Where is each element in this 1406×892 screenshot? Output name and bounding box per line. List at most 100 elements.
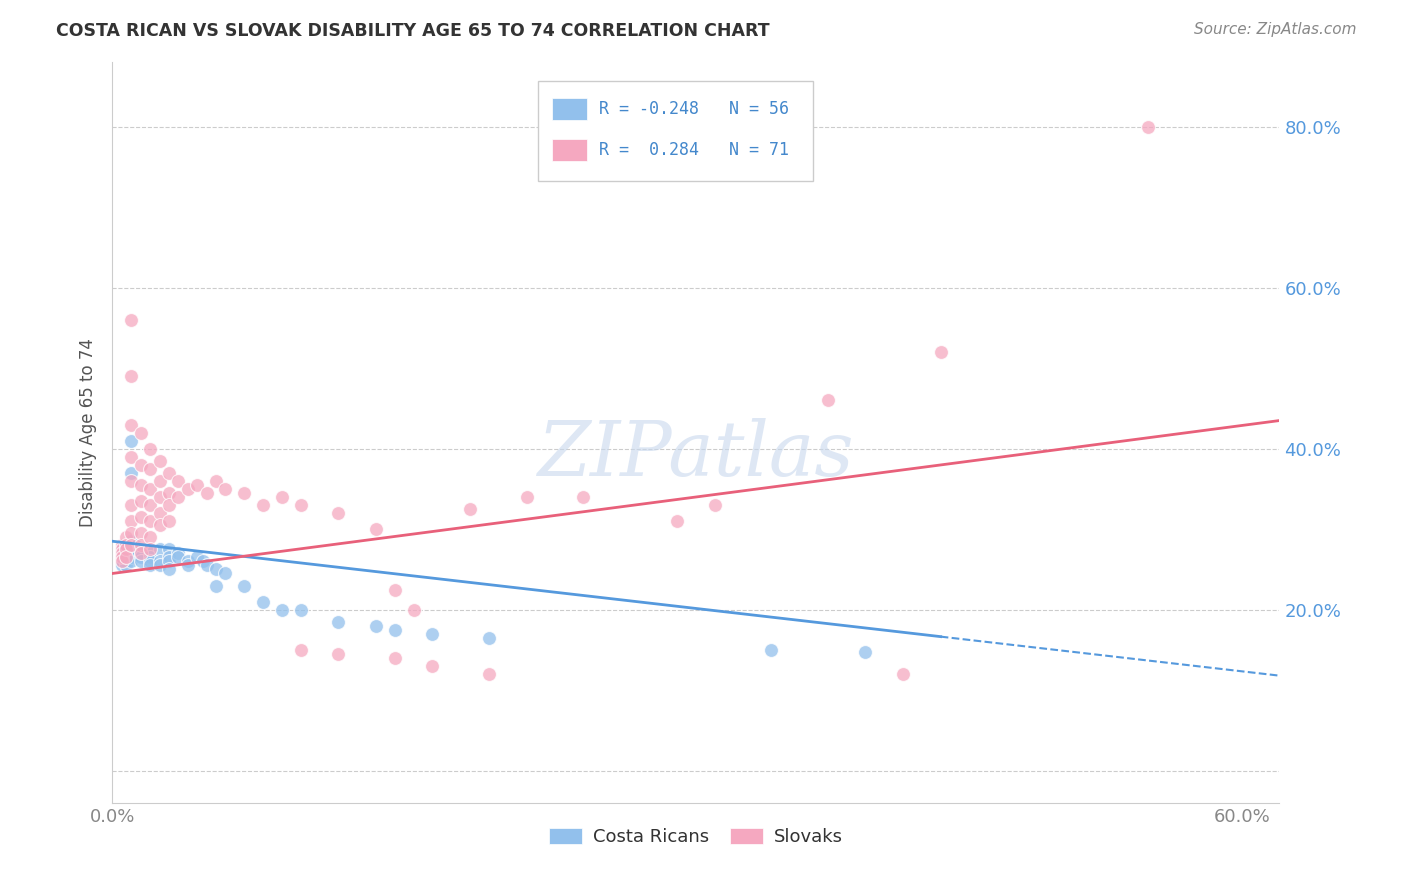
Point	[120, 498, 142, 512]
Point	[422, 627, 444, 641]
Point	[328, 506, 350, 520]
Point	[214, 482, 236, 496]
Point	[129, 458, 152, 472]
Point	[114, 558, 136, 573]
Point	[111, 558, 134, 573]
Point	[114, 542, 136, 557]
Point	[120, 434, 142, 448]
Point	[148, 490, 170, 504]
Point	[148, 506, 170, 520]
Bar	[553, 98, 588, 120]
Point	[157, 466, 180, 480]
Point	[290, 643, 312, 657]
Point	[111, 538, 134, 552]
Point	[402, 602, 425, 616]
Point	[853, 644, 876, 658]
Point	[177, 554, 200, 568]
Point	[111, 550, 134, 565]
Point	[422, 659, 444, 673]
Point	[129, 510, 152, 524]
Point	[120, 526, 142, 541]
Point	[114, 530, 136, 544]
Point	[167, 550, 190, 565]
Point	[478, 631, 501, 645]
Point	[270, 602, 292, 616]
Point	[148, 474, 170, 488]
Point	[120, 538, 142, 552]
Point	[139, 554, 162, 568]
Text: COSTA RICAN VS SLOVAK DISABILITY AGE 65 TO 74 CORRELATION CHART: COSTA RICAN VS SLOVAK DISABILITY AGE 65 …	[56, 22, 770, 40]
Point	[458, 502, 481, 516]
Point	[129, 546, 152, 560]
Point	[139, 442, 162, 456]
Point	[252, 594, 274, 608]
Point	[120, 417, 142, 432]
Point	[761, 643, 783, 657]
Point	[111, 550, 134, 565]
Point	[114, 538, 136, 552]
Point	[139, 530, 162, 544]
Point	[139, 462, 162, 476]
Text: Source: ZipAtlas.com: Source: ZipAtlas.com	[1194, 22, 1357, 37]
Point	[111, 554, 134, 568]
Point	[148, 558, 170, 573]
Legend: Costa Ricans, Slovaks: Costa Ricans, Slovaks	[543, 821, 849, 853]
Point	[120, 450, 142, 464]
Point	[120, 546, 142, 560]
Point	[111, 542, 134, 557]
Point	[124, 538, 146, 552]
Point	[167, 474, 190, 488]
Point	[129, 546, 152, 560]
Point	[195, 558, 218, 573]
Point	[111, 554, 134, 568]
Point	[120, 474, 142, 488]
Point	[120, 466, 142, 480]
Point	[252, 498, 274, 512]
Point	[111, 542, 134, 557]
Point	[129, 494, 152, 508]
Point	[139, 542, 162, 557]
Point	[364, 522, 387, 536]
Point	[139, 558, 162, 573]
Point	[114, 538, 136, 552]
Point	[384, 582, 406, 597]
Point	[139, 514, 162, 528]
Point	[233, 486, 256, 500]
Point	[478, 667, 501, 681]
Point	[157, 514, 180, 528]
Point	[129, 526, 152, 541]
Point	[114, 554, 136, 568]
Point	[139, 546, 162, 560]
Point	[205, 562, 228, 576]
Point	[167, 546, 190, 560]
Point	[328, 615, 350, 629]
Point	[120, 550, 142, 565]
Point	[666, 514, 689, 528]
Point	[157, 542, 180, 557]
Point	[384, 651, 406, 665]
Point	[114, 546, 136, 560]
Point	[817, 393, 839, 408]
Point	[186, 478, 208, 492]
Point	[129, 542, 152, 557]
Point	[929, 345, 952, 359]
Point	[139, 542, 162, 557]
Point	[129, 425, 152, 440]
Point	[214, 566, 236, 581]
Point	[139, 482, 162, 496]
Point	[148, 454, 170, 468]
Point	[233, 578, 256, 592]
FancyBboxPatch shape	[538, 81, 813, 181]
Point	[157, 550, 180, 565]
Point	[111, 546, 134, 560]
Text: ZIPatlas: ZIPatlas	[537, 417, 855, 491]
Point	[139, 498, 162, 512]
Point	[891, 667, 914, 681]
Point	[129, 538, 152, 552]
Point	[205, 474, 228, 488]
Point	[139, 550, 162, 565]
Point	[270, 490, 292, 504]
Point	[177, 482, 200, 496]
Point	[572, 490, 595, 504]
Point	[364, 619, 387, 633]
